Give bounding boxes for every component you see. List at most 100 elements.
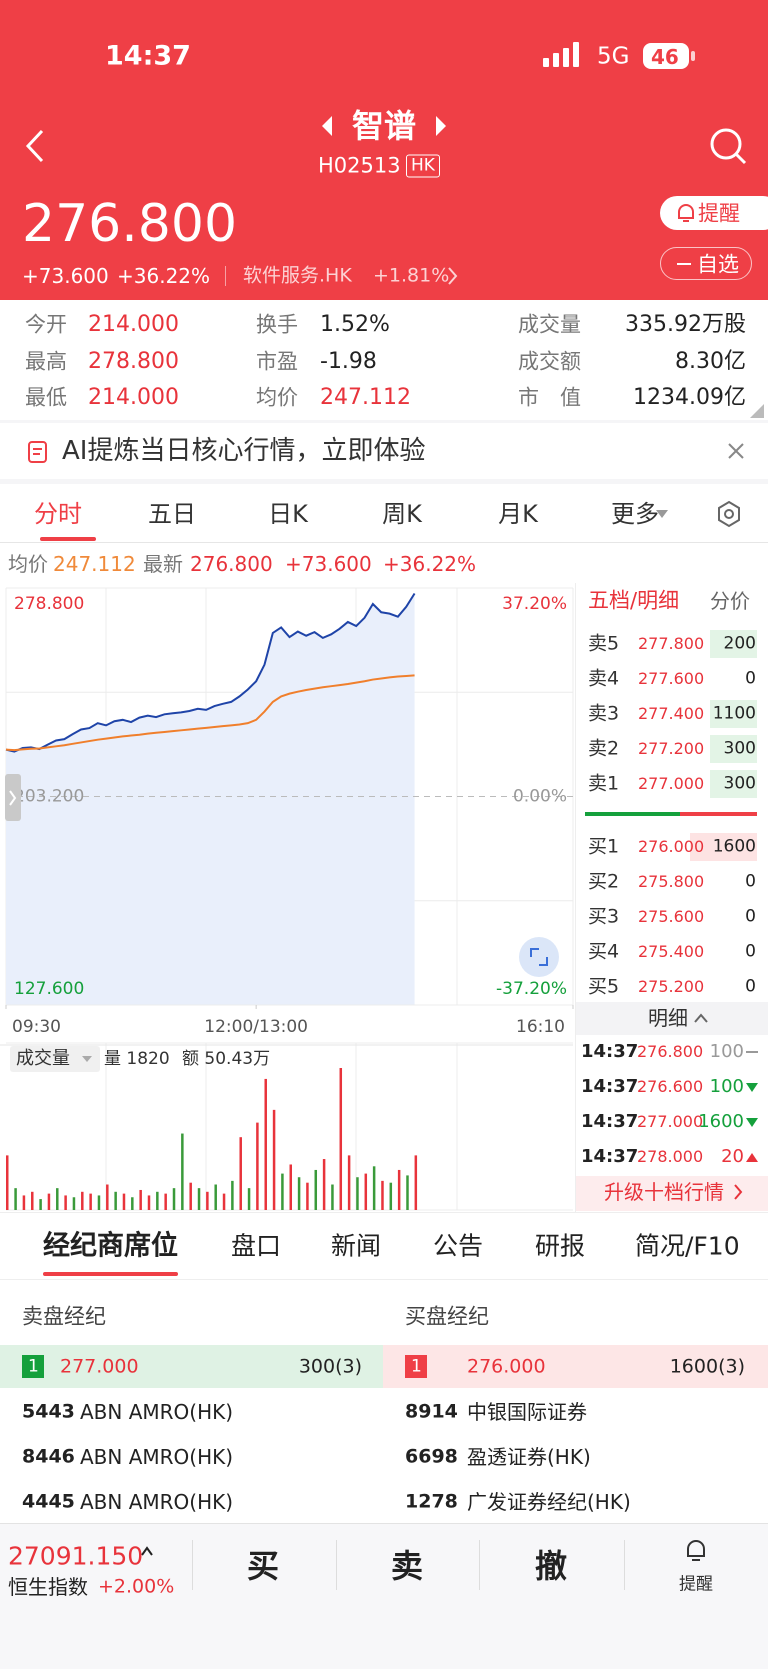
volume-bar (339, 1068, 343, 1210)
info-tab[interactable]: 研报 (535, 1231, 586, 1261)
y-tick-label: 278.800 (14, 594, 84, 614)
broker-name: ABN AMRO(HK) (80, 1445, 234, 1469)
market-badge: HK (406, 154, 440, 178)
trade-direction (746, 1051, 758, 1053)
broker-code: 6698 (405, 1445, 458, 1468)
volume-bar (64, 1195, 67, 1210)
volume-bar (156, 1191, 159, 1210)
x-tick-label: 12:00/13:00 (204, 1017, 308, 1037)
chart-tab[interactable]: 五日 (148, 500, 196, 528)
chart-tab[interactable]: 更多 (611, 500, 659, 528)
book-price: 275.200 (638, 977, 705, 996)
header (0, 0, 768, 300)
info-tab[interactable]: 盘口 (231, 1231, 282, 1261)
change: +73.600 (22, 264, 109, 288)
volume-bar (172, 1188, 176, 1210)
separator (192, 1540, 193, 1590)
corner-mark (750, 404, 764, 418)
quote-avg: 247.112 (53, 552, 136, 576)
order-book (575, 583, 768, 1212)
stock-name: 智谱 (351, 107, 417, 145)
watchlist-button[interactable] (660, 247, 752, 280)
switch-arrows[interactable] (318, 114, 450, 138)
trade-direction (746, 1083, 758, 1092)
index-value[interactable]: 27091.150 (8, 1541, 144, 1571)
info-tab[interactable]: 简况/F10 (635, 1231, 740, 1261)
battery-level: 46 (651, 45, 679, 69)
volume-bar (114, 1191, 117, 1210)
trade-qty: 100 (709, 1076, 744, 1097)
stat-label: 成交量 (518, 312, 581, 337)
trade-button-cancel[interactable]: 撤 (534, 1547, 568, 1585)
book-label: 卖2 (588, 737, 620, 760)
volume-bar (89, 1193, 92, 1210)
separator (479, 1540, 480, 1590)
stock-code: H02513 (318, 153, 401, 178)
search-button[interactable] (708, 126, 750, 168)
stat-label: 换手 (256, 312, 298, 337)
volume-bar (364, 1173, 368, 1210)
x-tick-label: 16:10 (516, 1017, 565, 1037)
detail-band (576, 1002, 768, 1035)
close-button[interactable] (727, 442, 745, 460)
qty-highlight (710, 770, 757, 798)
book-title[interactable]: 五档/明细 (588, 588, 680, 613)
volume-selector (10, 1046, 100, 1072)
y2-tick-label: 0.00% (513, 787, 567, 807)
tab-underline (40, 537, 96, 541)
rank: 1 (411, 1356, 422, 1377)
banner-text: AI提炼当日核心行情，立即体验 (62, 436, 426, 466)
volume-bar (97, 1195, 101, 1210)
index-name: 恒生指数 (8, 1575, 88, 1599)
volume-bar (372, 1166, 376, 1210)
trade-qty: 1600 (698, 1111, 744, 1132)
volume-stat: 量 1820 (104, 1049, 170, 1069)
detail-title[interactable]: 明细 (648, 1006, 688, 1030)
upgrade-link[interactable]: 升级十档行情 (604, 1180, 724, 1204)
trade-button-sell[interactable]: 卖 (390, 1547, 424, 1585)
alert-icon (687, 1540, 705, 1561)
broker-qty: 300(3) (298, 1355, 362, 1378)
stat-value: 8.30亿 (675, 349, 746, 374)
alert-button[interactable]: 提醒 (679, 1574, 713, 1595)
trade-time: 14:37 (581, 1146, 639, 1167)
book-tab[interactable]: 分价 (710, 589, 750, 613)
info-tab[interactable]: 公告 (433, 1231, 484, 1261)
qty-highlight (710, 700, 757, 728)
trade-button-buy[interactable]: 买 (246, 1547, 280, 1585)
broker-name: ABN AMRO(HK) (80, 1400, 234, 1424)
expand-icon (530, 948, 548, 966)
sector[interactable]: 软件服务.HK (243, 264, 352, 287)
intraday-chart: 278.800 203.200 127.600 37.20% 0.00% -37.20% 0… (0, 587, 574, 1211)
banner[interactable] (0, 423, 768, 479)
upgrade-band[interactable] (576, 1176, 768, 1211)
volume-bar (6, 1155, 9, 1210)
chart-tab[interactable]: 分时 (34, 500, 82, 528)
change-pct: +36.22% (117, 264, 211, 288)
trade-qty: 20 (721, 1146, 744, 1167)
quote-last: 276.800 (190, 552, 273, 576)
info-tab[interactable]: 新闻 (331, 1231, 382, 1261)
chart-tab[interactable]: 周K (382, 500, 422, 528)
back-button[interactable] (22, 128, 52, 164)
trade-price: 276.600 (637, 1077, 704, 1096)
trade-time: 14:37 (581, 1076, 639, 1097)
collapse-icon[interactable] (693, 1012, 709, 1024)
volume-bar (106, 1184, 109, 1210)
info-tab[interactable]: 经纪商席位 (43, 1230, 178, 1262)
average-line (5, 674, 415, 752)
chart-tab[interactable]: 日K (268, 500, 308, 528)
qty-highlight (710, 630, 757, 658)
book-divider-red (680, 812, 757, 816)
settings-button[interactable] (714, 499, 744, 529)
book-qty: 1600 (712, 836, 756, 857)
book-price: 275.600 (638, 907, 705, 926)
chart-tab[interactable]: 月K (498, 500, 538, 528)
volume-bar (231, 1180, 234, 1210)
volume-bar (131, 1197, 134, 1210)
book-qty: 300 (723, 738, 756, 759)
sell-top-band (0, 1345, 383, 1388)
book-divider-green (585, 812, 680, 816)
stat-label: 市 值 (518, 385, 581, 410)
volume-bar (356, 1177, 359, 1210)
